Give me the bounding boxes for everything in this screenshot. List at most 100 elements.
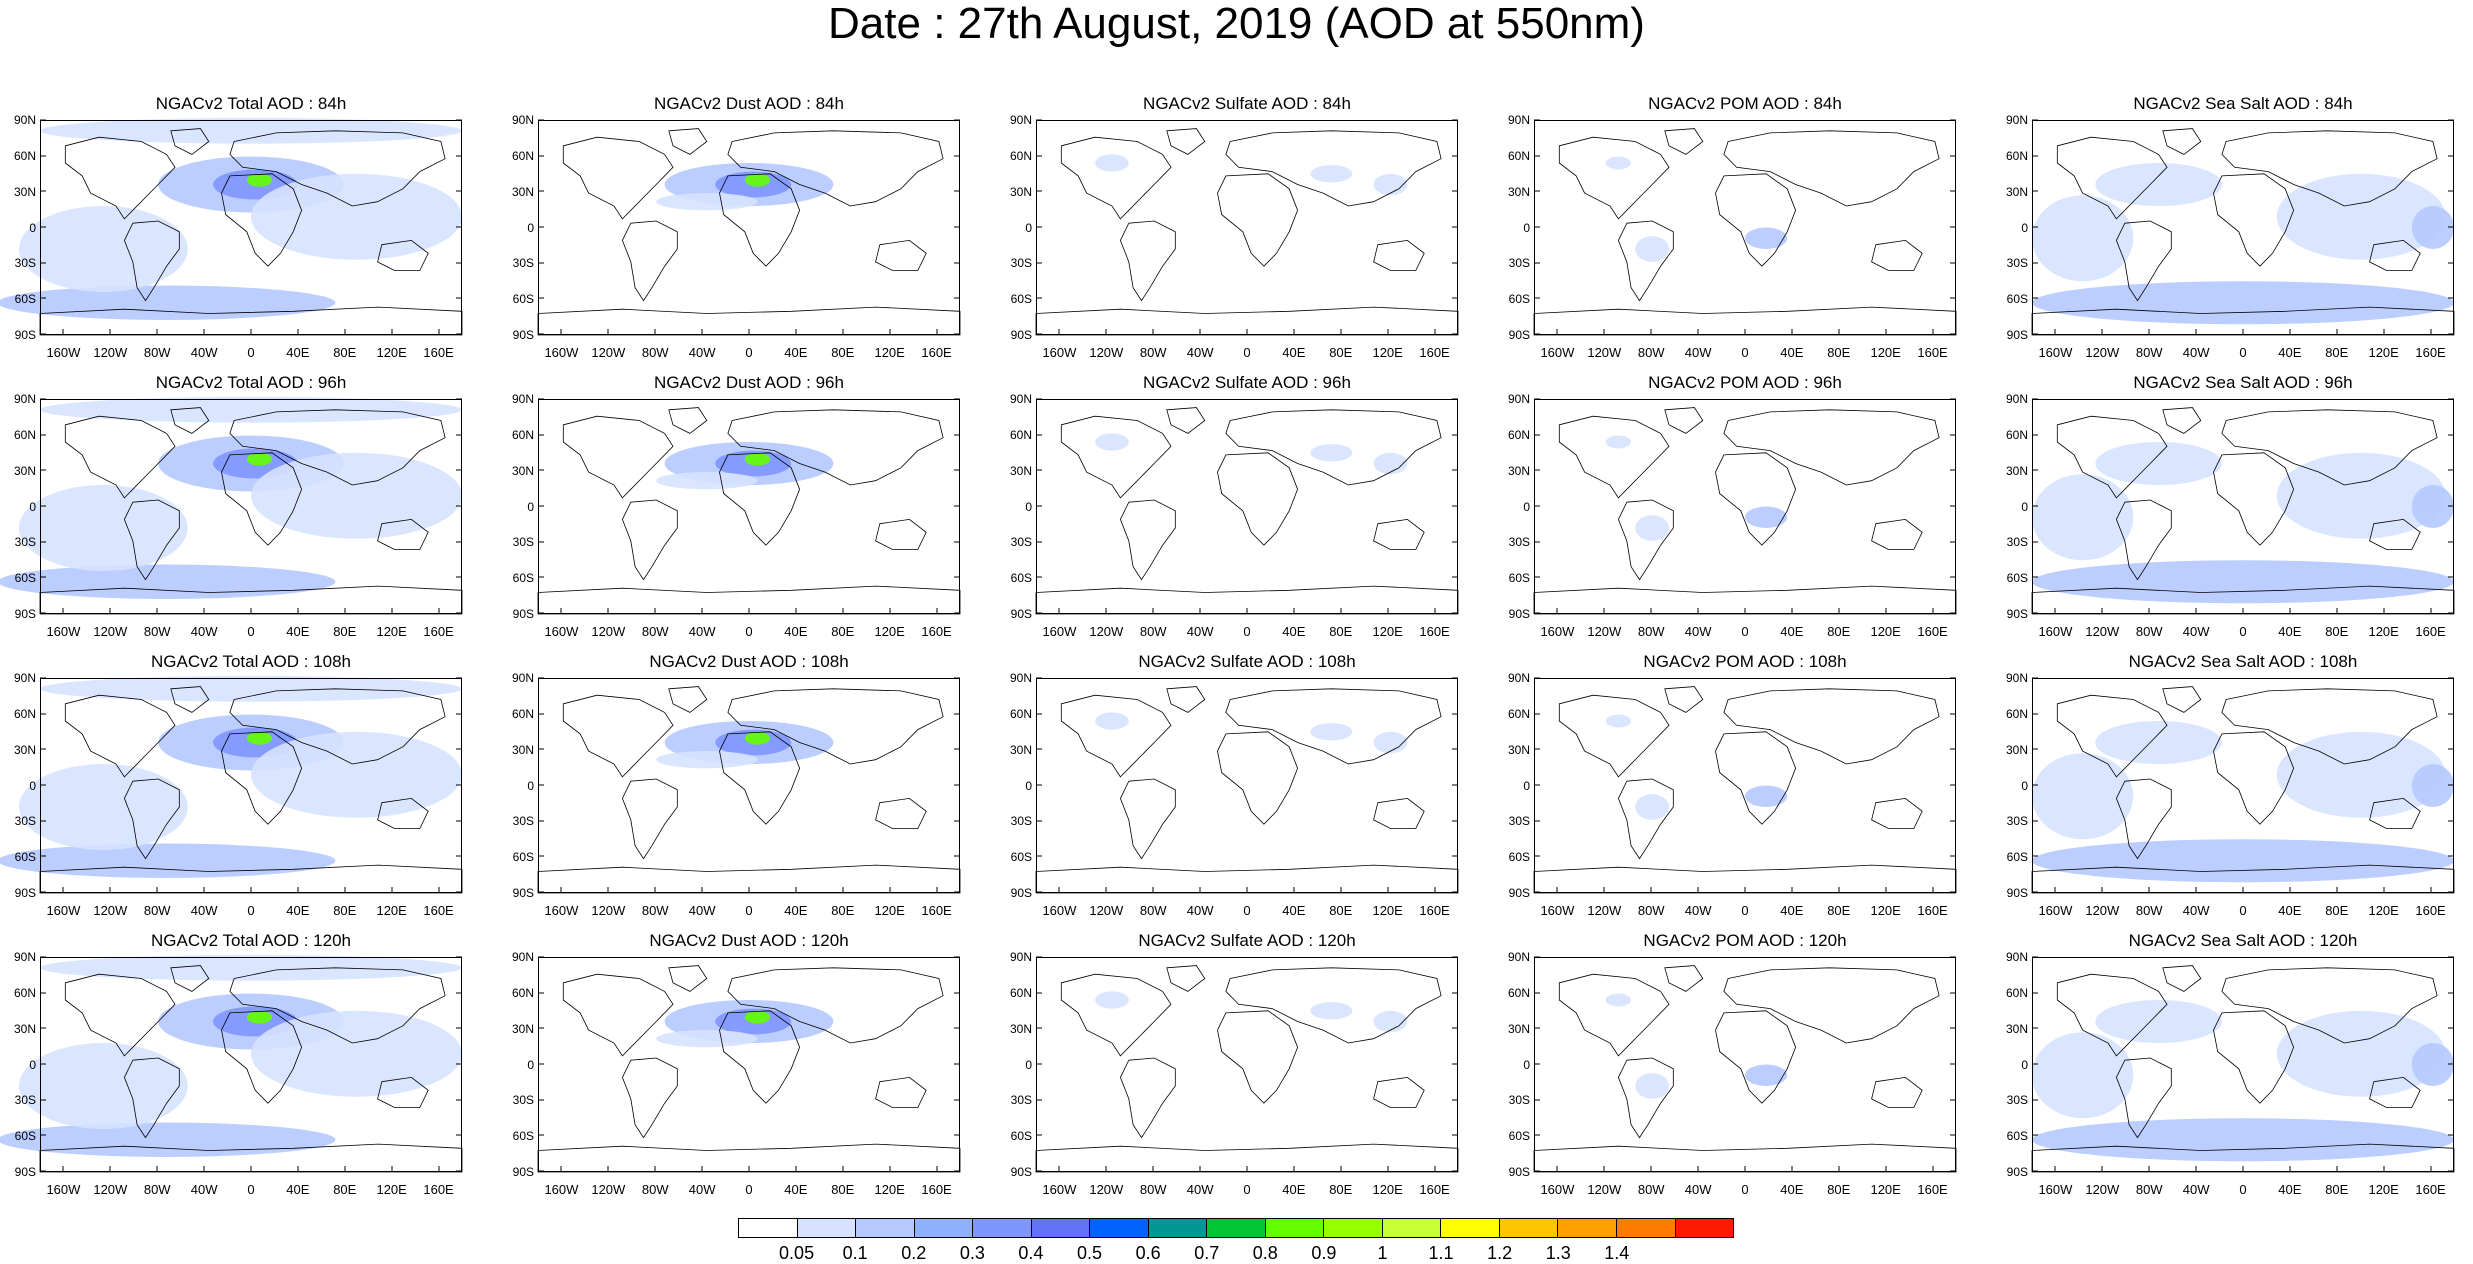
lat-label: 60N — [511, 706, 534, 721]
aerosol-plume — [1310, 165, 1353, 183]
lon-label: 80W — [1139, 1182, 1167, 1197]
lat-label: 90S — [2006, 1165, 2028, 1179]
coastline — [1664, 965, 1704, 992]
aerosol-plume — [1095, 433, 1129, 451]
lat-label: 30N — [2005, 1021, 2028, 1036]
lon-label: 120E — [376, 345, 407, 360]
map-background — [1534, 399, 1956, 614]
lon-label: 40E — [2278, 624, 2302, 639]
lat-label: 90N — [1507, 113, 1530, 127]
aerosol-plume — [2095, 163, 2222, 206]
lon-label: 120E — [2368, 624, 2399, 639]
coastline — [562, 694, 674, 778]
lat-label: 30N — [511, 184, 534, 199]
lat-label: 60S — [2006, 1129, 2028, 1144]
coastline — [1558, 415, 1670, 499]
lat-label: 0 — [1025, 1057, 1032, 1072]
aerosol-plume — [1310, 444, 1353, 462]
coastline — [727, 130, 944, 207]
lat-label: 30S — [1508, 814, 1530, 829]
lat-label: 30N — [1009, 1021, 1032, 1036]
lat-label: 90N — [511, 671, 534, 685]
lat-label: 30N — [511, 1021, 534, 1036]
lat-label: 60S — [1508, 292, 1530, 307]
aod-map-panel — [1533, 398, 1957, 615]
aerosol-plume — [656, 1030, 758, 1048]
coastline — [1225, 967, 1442, 1044]
lon-label: 120W — [93, 345, 128, 360]
coastline — [1060, 973, 1172, 1057]
lat-label: 30S — [1010, 814, 1032, 829]
lon-label: 120W — [2085, 1182, 2120, 1197]
coastline — [1373, 1076, 1425, 1108]
lon-label: 160W — [2038, 903, 2073, 918]
coastline — [229, 688, 446, 765]
coastline — [719, 731, 801, 825]
lon-label: 40W — [688, 624, 716, 639]
lat-label: 60S — [512, 850, 534, 865]
lat-label: 30N — [1507, 1021, 1530, 1036]
lon-label: 80E — [2325, 1182, 2349, 1197]
colorbar-label: 0.9 — [1311, 1243, 1337, 1263]
lat-label: 60N — [13, 706, 36, 721]
panel-title: NGACv2 Sulfate AOD : 120h — [1138, 931, 1356, 950]
lat-label: 60S — [2006, 850, 2028, 865]
coastline — [2115, 499, 2172, 581]
aerosol-plume — [1373, 731, 1408, 754]
coastline — [2369, 1076, 2421, 1108]
lon-label: 160E — [1419, 345, 1450, 360]
lat-label: 60N — [1009, 985, 1032, 1000]
panel-title: NGACv2 POM AOD : 108h — [1643, 652, 1847, 671]
coastline — [2221, 967, 2438, 1044]
lat-label: 60N — [2005, 706, 2028, 721]
lat-label: 60S — [1508, 571, 1530, 586]
lon-label: 40W — [2182, 903, 2210, 918]
lon-label: 120E — [1372, 1182, 1403, 1197]
lat-label: 0 — [527, 220, 534, 235]
coastline — [64, 694, 176, 778]
lat-label: 30N — [1507, 742, 1530, 757]
lat-label: 30S — [2006, 1093, 2028, 1108]
lon-label: 120E — [1870, 1182, 1901, 1197]
lat-label: 60S — [1010, 850, 1032, 865]
lat-label: 60S — [14, 850, 36, 865]
lon-label: 120E — [1870, 903, 1901, 918]
panel-title: NGACv2 Sulfate AOD : 84h — [1143, 94, 1351, 113]
panel-title: NGACv2 Dust AOD : 120h — [649, 931, 849, 950]
aerosol-plume — [744, 731, 771, 745]
lat-label: 90S — [2006, 328, 2028, 342]
lon-label: 120W — [591, 624, 626, 639]
coastline — [1119, 499, 1176, 581]
lon-label: 160W — [46, 1182, 81, 1197]
colorbar-swatch — [1265, 1219, 1325, 1237]
coastline — [727, 409, 944, 486]
lon-label: 40E — [1282, 1182, 1306, 1197]
aerosol-plume — [656, 472, 758, 490]
lon-label: 40E — [286, 624, 310, 639]
lat-label: 30S — [1010, 256, 1032, 271]
aod-map-panel — [2031, 119, 2455, 336]
colorbar-swatch — [1558, 1219, 1617, 1237]
lat-label: 60N — [511, 985, 534, 1000]
panel-title: NGACv2 Sea Salt AOD : 84h — [2133, 94, 2353, 113]
coastline — [1166, 128, 1206, 155]
map-background — [1036, 399, 1458, 614]
map-background — [1534, 120, 1956, 335]
aerosol-plume — [2411, 764, 2454, 807]
lat-label: 90N — [1507, 950, 1530, 964]
colorbar-label: 1.1 — [1428, 1243, 1454, 1263]
lon-label: 120W — [2085, 345, 2120, 360]
lon-label: 40W — [1186, 345, 1214, 360]
aerosol-plume — [246, 452, 273, 466]
lon-label: 80W — [641, 1182, 669, 1197]
lon-label: 120W — [591, 903, 626, 918]
lon-label: 0 — [745, 903, 753, 918]
lat-label: 90S — [2006, 607, 2028, 621]
lon-label: 80E — [831, 624, 855, 639]
lon-label: 80E — [1329, 624, 1353, 639]
coastline — [621, 1057, 678, 1139]
lon-label: 40W — [190, 345, 218, 360]
aerosol-plume — [1373, 173, 1408, 196]
lat-label: 0 — [1523, 499, 1530, 514]
aerosol-plume — [2411, 485, 2454, 528]
